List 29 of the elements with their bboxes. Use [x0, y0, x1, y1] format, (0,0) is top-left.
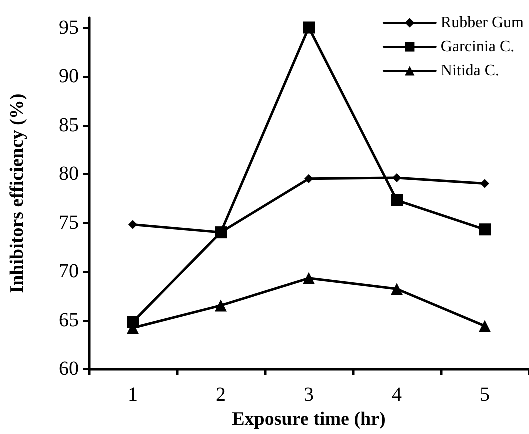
x-tick-label: 1: [128, 384, 138, 406]
point: [391, 283, 403, 296]
y-tick-label: 60: [59, 358, 79, 380]
point: [303, 22, 315, 34]
y-tick-label: 65: [59, 309, 79, 332]
point: [215, 300, 227, 312]
x-tick-label: 2: [216, 384, 226, 406]
point: [128, 220, 138, 230]
x-tick-label: 5: [480, 384, 490, 406]
point: [392, 173, 402, 182]
y-tick-label: 70: [59, 260, 79, 283]
y-tick-label: 85: [59, 114, 79, 136]
point: [480, 179, 490, 188]
y-tick-label: 90: [59, 66, 79, 88]
y-tick-label: 80: [59, 163, 79, 186]
point: [304, 174, 314, 184]
y-tick-label: 75: [59, 212, 79, 234]
y-tick-label: 95: [59, 16, 79, 39]
x-axis-title: Exposure time (hr): [232, 409, 386, 430]
point: [479, 320, 491, 332]
legend-label: Garcinia C.: [440, 38, 515, 56]
point: [479, 224, 491, 236]
legend-label: Nitida C.: [440, 62, 500, 80]
x-tick-label: 3: [304, 384, 314, 406]
legend-label: Rubber Gum: [440, 14, 525, 32]
x-tick-label: 4: [392, 384, 402, 406]
y-axis-title: Inhibitors efficiency (%): [7, 94, 28, 294]
point: [391, 194, 403, 206]
point: [303, 272, 315, 284]
